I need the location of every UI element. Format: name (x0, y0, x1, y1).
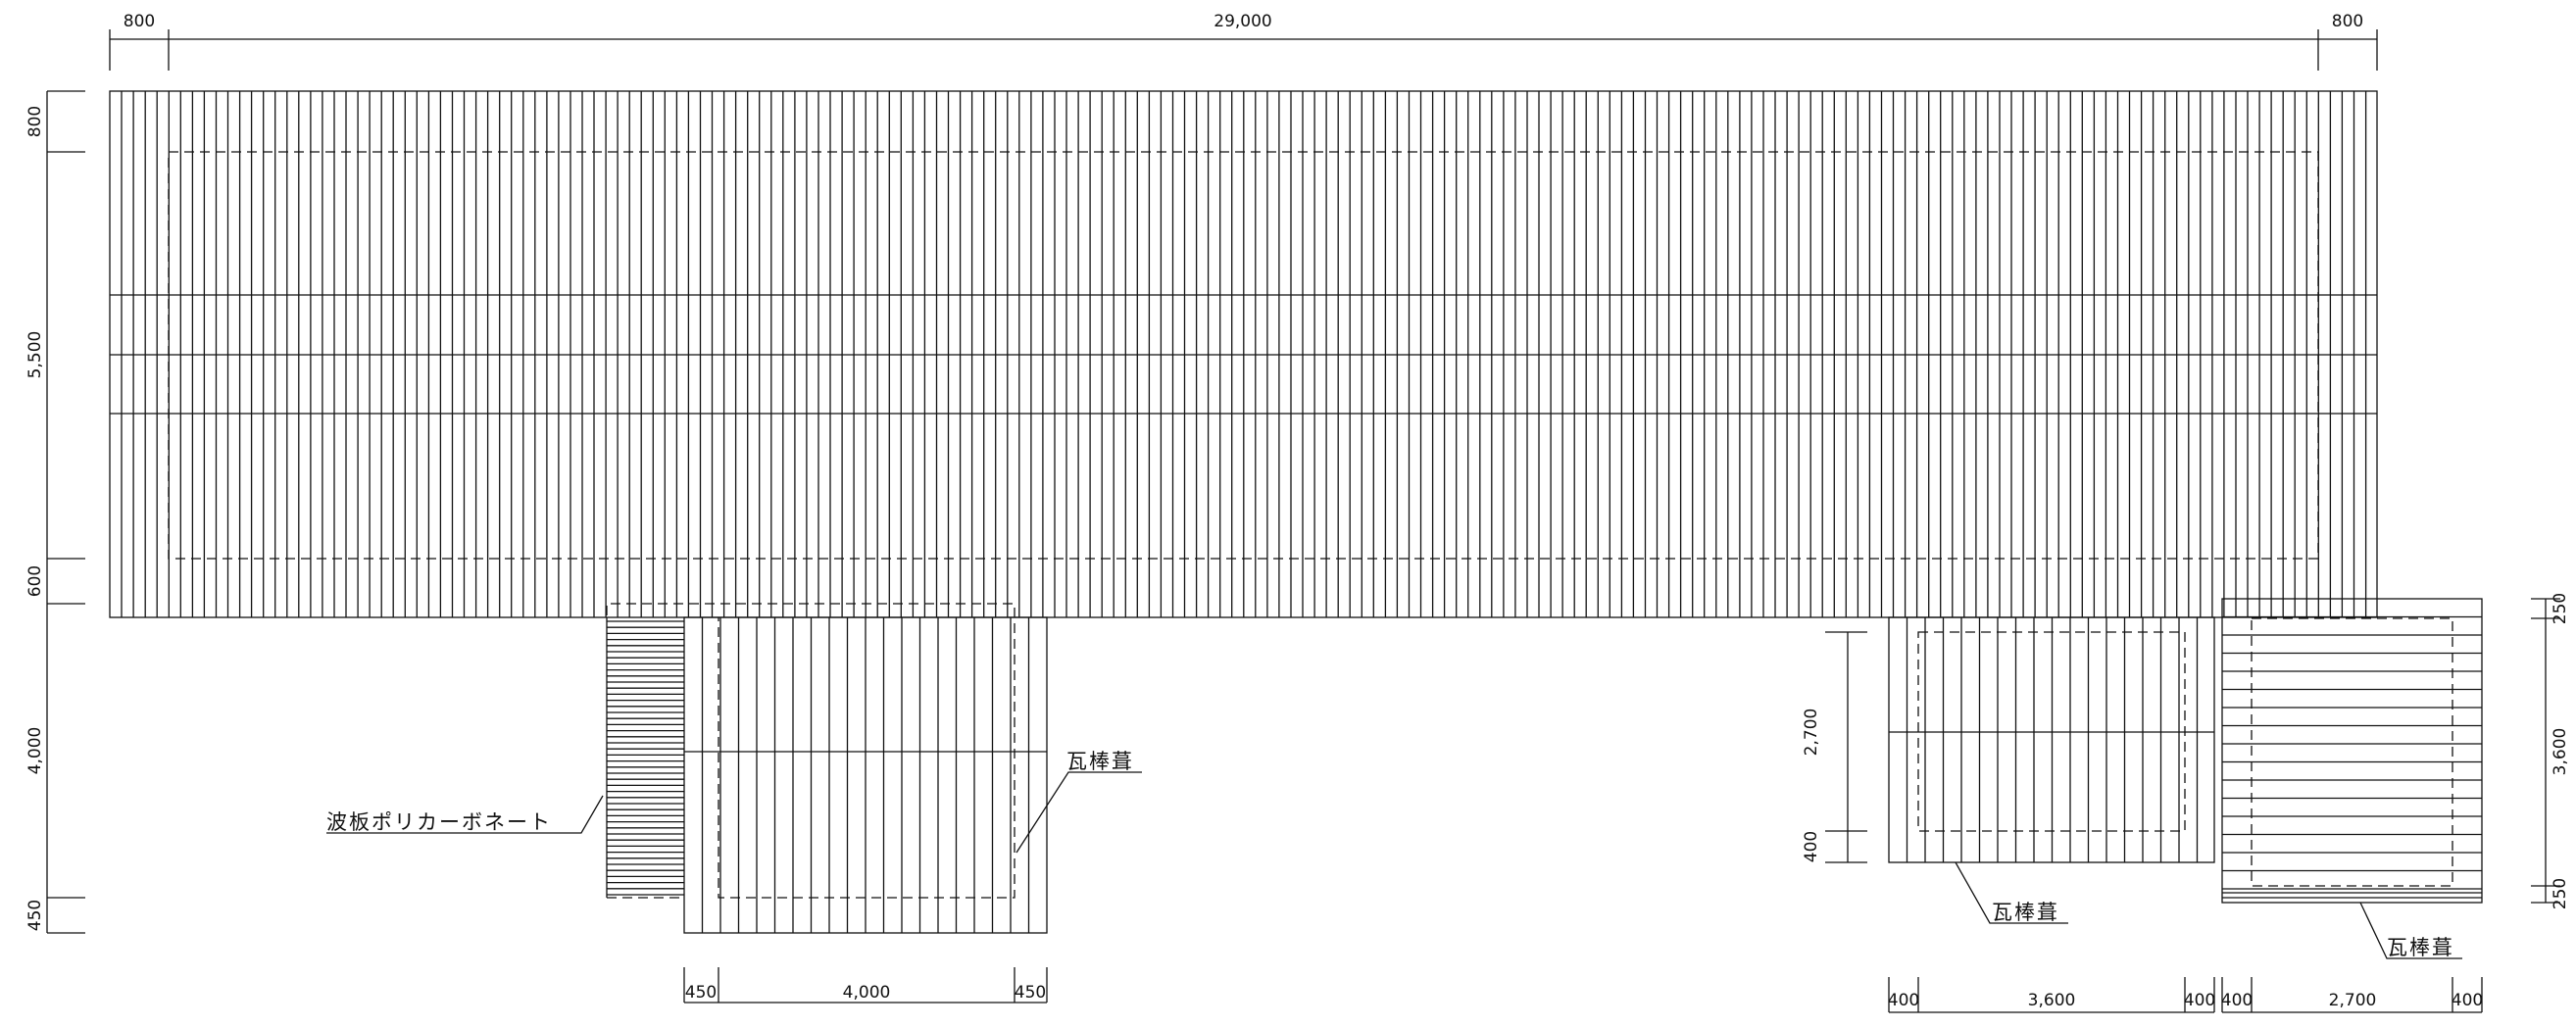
dim-left-annex-depth: 4,000 (25, 727, 45, 775)
left-annex-roofing-label: 瓦棒葺 (1066, 750, 1134, 773)
dim-right-b-bottom-center: 2,700 (2329, 991, 2377, 1010)
polycarbonate-label: 波板ポリカーボネート (326, 810, 552, 834)
dim-right-a-bottom-center: 3,600 (2028, 991, 2076, 1010)
dim-right-a-bottom-left: 400 (1888, 991, 1919, 1010)
dim-top-right: 800 (2332, 12, 2363, 31)
dim-right-b-bottom-left: 400 (2221, 991, 2253, 1010)
dim-right-b-bottom: 250 (2551, 878, 2570, 909)
dim-right-a-depth: 2,700 (1802, 709, 1821, 757)
left-annex-wall-line (606, 603, 1016, 899)
right-annex-a-roofing-label: 瓦棒葺 (1992, 901, 2059, 924)
dim-right-b-depth: 3,600 (2551, 728, 2570, 776)
right-annex-b-outline (2221, 598, 2483, 904)
dim-top-center: 29,000 (1214, 12, 1271, 31)
dim-right-a-eave: 400 (1802, 831, 1821, 862)
right-annex-b-roofing-label: 瓦棒葺 (2387, 936, 2454, 959)
dim-left-annex-eave: 450 (25, 900, 45, 931)
dim-right-b-top: 250 (2551, 593, 2570, 624)
right-annex-a-wall-line (1917, 631, 2186, 832)
right-annex-a-seam-lines (1906, 617, 2199, 862)
polycarbonate-sheet-lines (607, 620, 684, 896)
dim-left-annex-bottom-center: 4,000 (843, 983, 891, 1003)
leader-lines (326, 771, 2462, 959)
right-annex-b (2221, 598, 2483, 904)
left-annex-seam-lines (701, 617, 1030, 933)
right-annex-b-wall-line (2251, 617, 2453, 887)
dim-right-b-bottom-right: 400 (2452, 991, 2483, 1010)
left-annex (606, 603, 1048, 934)
dim-left-annex-bottom-right: 450 (1015, 983, 1046, 1003)
right-annex-b-seam-lines (2222, 615, 2482, 899)
main-roof-wall-line (168, 151, 2319, 560)
dimension-lines (46, 29, 2560, 1013)
dim-left-annex-bottom-left: 450 (685, 983, 717, 1003)
material-labels: 瓦棒葺 波板ポリカーボネート 瓦棒葺 瓦棒葺 (326, 750, 2454, 959)
dim-left-depth: 5,500 (25, 331, 45, 379)
dimension-labels: 800 29,000 800 800 5,500 600 4,000 450 4… (25, 12, 2570, 1010)
dim-left-eave-top: 800 (25, 106, 45, 137)
dim-left-eave-bottom: 600 (25, 565, 45, 597)
right-annex-a (1888, 616, 2215, 863)
dim-top-left: 800 (124, 12, 155, 31)
main-roof (109, 90, 2378, 618)
dim-right-a-bottom-right: 400 (2184, 991, 2215, 1010)
